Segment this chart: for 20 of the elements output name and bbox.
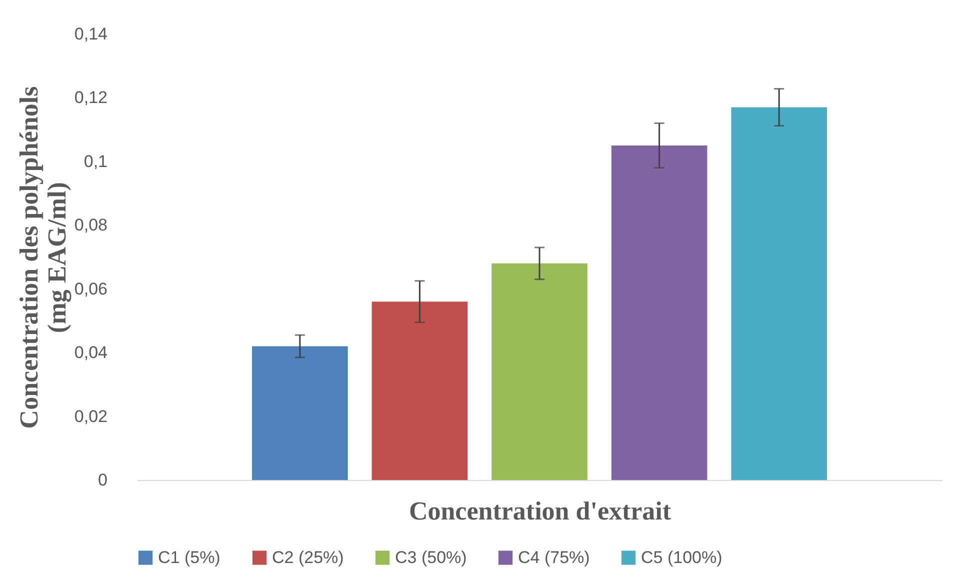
bar <box>372 302 468 480</box>
y-tick-label: 0,12 <box>74 88 108 108</box>
legend-label: C5 (100%) <box>641 548 722 567</box>
bar <box>611 146 708 480</box>
legend-label: C2 (25%) <box>272 548 344 567</box>
bar <box>492 263 588 480</box>
y-tick-label: 0,04 <box>74 343 108 362</box>
y-axis-title: Concentration des polyphénols (mg EAG/ml) <box>14 86 72 429</box>
legend-label: C4 (75%) <box>518 548 590 567</box>
bar <box>731 107 827 480</box>
bar <box>252 346 348 480</box>
y-tick-label: 0,02 <box>74 406 108 426</box>
legend-label: C3 (50%) <box>395 548 467 567</box>
y-tick-label: 0,14 <box>74 24 108 44</box>
y-tick-label: 0,06 <box>74 279 108 298</box>
y-tick-label: 0,1 <box>84 152 108 171</box>
legend-label: C1 (5%) <box>158 548 220 567</box>
x-axis-title: Concentration d'extrait <box>408 496 672 526</box>
y-tick-label: 0,08 <box>74 216 108 235</box>
y-tick-label: 0 <box>98 470 108 490</box>
